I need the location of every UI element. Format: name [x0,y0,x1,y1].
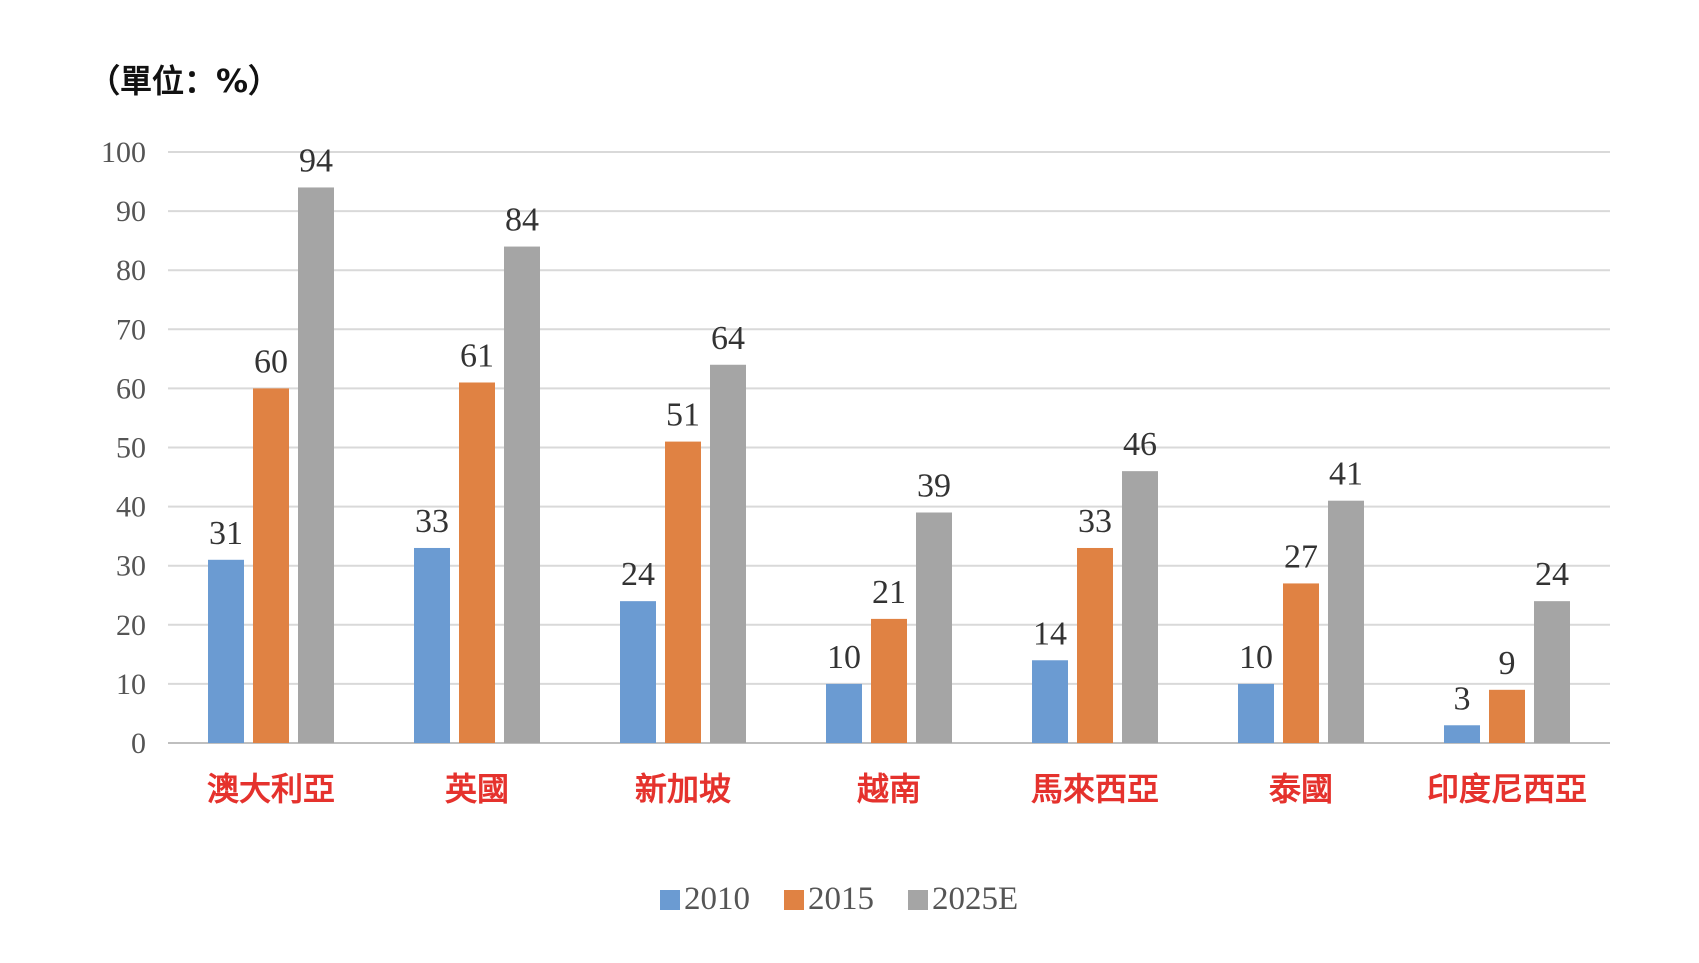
data-label: 24 [1535,556,1569,593]
x-category-label: 印度尼西亞 [1427,770,1587,808]
y-tick-label: 80 [116,254,146,287]
x-category-label: 新加坡 [635,770,731,808]
y-tick-label: 50 [116,432,146,465]
bar-2025E [710,364,746,743]
data-label: 10 [827,639,861,676]
y-tick-label: 70 [116,313,146,346]
bar-2025E [1534,601,1570,743]
data-label: 39 [917,468,951,505]
bar-2010 [1444,725,1480,743]
data-label: 3 [1454,680,1471,717]
data-label: 41 [1329,456,1363,493]
y-axis-ticks: 0 10 20 30 40 50 60 70 80 90 100 [101,136,146,760]
bar-2025E [1328,500,1364,743]
data-label: 46 [1123,426,1157,463]
x-category-label: 泰國 [1269,770,1333,808]
legend-label: 2025E [932,881,1018,917]
x-category-label: 英國 [445,770,509,808]
bar-2015 [459,382,495,743]
bar-2025E [298,187,334,743]
data-label: 94 [299,142,333,179]
y-tick-label: 90 [116,195,146,228]
bar-2025E [916,512,952,743]
bar-2010 [1238,683,1274,743]
data-label: 64 [711,320,745,357]
legend: 2010 2015 2025E [660,881,1018,917]
bar-2010 [1032,660,1068,743]
data-label: 33 [1078,503,1112,540]
data-label: 9 [1499,645,1516,682]
bar-2015 [665,441,701,743]
legend-swatch [784,890,804,910]
y-tick-label: 20 [116,609,146,642]
data-label: 14 [1033,615,1067,652]
y-tick-label: 40 [116,491,146,524]
bar-2015 [1489,689,1525,743]
legend-label: 2010 [684,881,750,917]
bar-2015 [1283,583,1319,743]
bar-2015 [253,388,289,743]
bar-2010 [414,547,450,743]
data-label: 33 [415,503,449,540]
y-tick-label: 0 [131,727,146,760]
data-label: 60 [254,343,288,380]
data-label: 24 [621,556,655,593]
x-category-label: 越南 [857,770,921,808]
x-axis-categories: 澳大利亞 英國 新加坡 越南 馬來西亞 泰國 印度尼西亞 [207,770,1587,808]
legend-label: 2015 [808,881,874,917]
legend-swatch [660,890,680,910]
data-label: 84 [505,202,539,239]
data-label: 27 [1284,538,1318,575]
bar-2015 [1077,547,1113,743]
data-label: 61 [460,337,494,374]
x-category-label: 馬來西亞 [1031,770,1159,808]
data-labels: 31 60 94 33 61 84 24 51 64 10 21 39 14 33 46 10 27 41 39 24 [209,142,1569,717]
data-label: 21 [872,574,906,611]
data-label: 31 [209,515,243,552]
bar-2010 [620,601,656,743]
bar-2025E [504,246,540,743]
bar-2015 [871,618,907,743]
y-tick-label: 10 [116,668,146,701]
y-tick-label: 30 [116,550,146,583]
bar-2010 [826,683,862,743]
x-category-label: 澳大利亞 [207,770,335,808]
legend-swatch [908,890,928,910]
bar-2025E [1122,471,1158,743]
bar-2010 [208,559,244,743]
y-tick-label: 60 [116,372,146,405]
bars [208,187,1570,743]
unit-label: （單位：%） [88,62,281,100]
y-tick-label: 100 [101,136,146,169]
data-label: 51 [666,397,700,434]
data-label: 10 [1239,639,1273,676]
